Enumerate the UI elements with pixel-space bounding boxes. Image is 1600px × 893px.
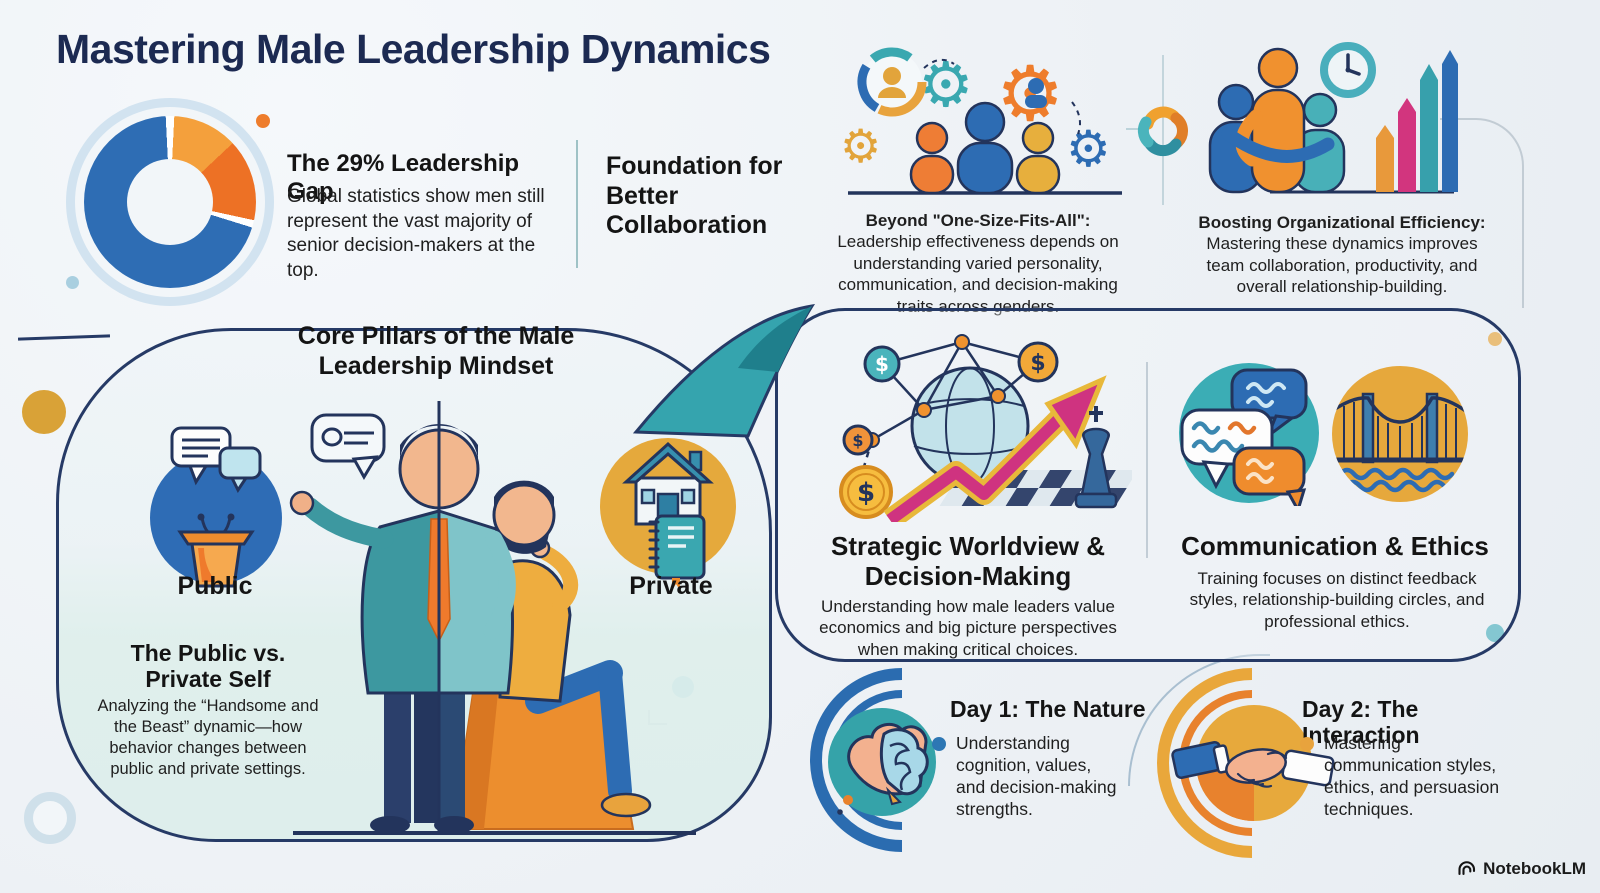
- day1-heading: Day 1: The Nature: [950, 696, 1146, 722]
- suit-man-figure: [289, 424, 516, 834]
- divider-panel: [1146, 362, 1148, 558]
- boosting-lead: Boosting Organizational Efficiency:: [1198, 213, 1486, 232]
- svg-text:$: $: [875, 352, 889, 376]
- day1-bullet-text: Understanding cognition, values, and dec…: [956, 733, 1117, 820]
- day1-illustration: [790, 662, 990, 862]
- podium-icon: [177, 513, 255, 588]
- public-label: Public: [177, 572, 253, 600]
- decor-line-left: [17, 334, 111, 341]
- divider-top-right: [1162, 55, 1164, 205]
- day2-bullet-text: Mastering communication styles, ethics, …: [1324, 733, 1500, 820]
- team-gears-illustration: ⚙ ⚙ ⚙ ⚙ ⚙: [840, 30, 1130, 200]
- bar-chart-icon: [1376, 50, 1458, 192]
- day1-bullet: Understanding cognition, values, and dec…: [932, 732, 1122, 820]
- decor-corner-line-right: [1440, 118, 1524, 308]
- team-gears-icon: ⚙ ⚙ ⚙ ⚙ ⚙: [840, 47, 1122, 195]
- person-ring-chart-icon: [857, 47, 927, 117]
- gear-icon-orange: ⚙: [996, 49, 1064, 138]
- decor-circle-yellow: [22, 390, 66, 434]
- gap-heading: The 29% Leadership Gap: [287, 150, 520, 205]
- chess-king-icon: [1074, 406, 1118, 509]
- decor-dot-orange: [256, 114, 270, 128]
- core-pillars-heading: Core Pillars of the Male Leadership Mind…: [297, 322, 575, 380]
- brain-icon: [837, 722, 929, 815]
- gear-icon-yellow: ⚙: [840, 119, 881, 173]
- day2-illustration: [1134, 662, 1344, 867]
- speech-bubble-icon: [310, 413, 386, 480]
- day2-bullet: Mastering communication styles, ethics, …: [1300, 732, 1505, 820]
- network-lines: [858, 340, 1039, 481]
- private-label: Private: [629, 572, 713, 600]
- boosting-text: Boosting Organizational Efficiency: Mast…: [1186, 212, 1498, 298]
- strategic-body: Understanding how male leaders value eco…: [819, 597, 1117, 659]
- donut-chart: [66, 98, 274, 306]
- notebook-icon: [648, 514, 706, 590]
- beyond-body: Leadership effectiveness depends on unde…: [837, 232, 1119, 316]
- embracing-people-icon: [1208, 47, 1346, 194]
- communication-heading: Communication & Ethics: [1181, 531, 1489, 561]
- strategy-illustration: $ $ $ $: [812, 322, 1138, 529]
- decor-tick: [1126, 128, 1146, 130]
- pvp-body: Analyzing the “Handsome and the Beast” d…: [97, 697, 319, 779]
- chat-bubbles-icon: [1179, 363, 1319, 514]
- svg-text:$: $: [857, 478, 875, 508]
- svg-text:$: $: [1030, 351, 1045, 376]
- beyond-text: Beyond "One-Size-Fits-All": Leadership e…: [822, 210, 1134, 317]
- chat-bubbles-illustration: [1176, 360, 1322, 514]
- notebooklm-brand: NotebookLM: [1457, 859, 1586, 879]
- strategic-heading: Strategic Worldview & Decision-Making: [830, 531, 1106, 591]
- handshake-icon: [1171, 740, 1335, 788]
- beyond-lead: Beyond "One-Size-Fits-All":: [865, 211, 1091, 230]
- pvp-heading: The Public vs. Private Self: [130, 640, 286, 693]
- day2-heading: Day 2: The Interaction: [1302, 696, 1420, 749]
- efficiency-illustration: [1198, 38, 1458, 198]
- private-home-icon: [596, 420, 740, 592]
- boosting-body: Mastering these dynamics improves team c…: [1206, 234, 1478, 297]
- communication-body: Training focuses on distinct feedback st…: [1189, 569, 1485, 631]
- clock-icon: [1320, 42, 1376, 98]
- bullet-dot-yellow: [1300, 737, 1314, 751]
- bubble-connector-wedge: [628, 300, 818, 442]
- notebooklm-logo-icon: [1458, 861, 1476, 876]
- brand-label: NotebookLM: [1483, 859, 1586, 878]
- bullet-dot-blue: [932, 737, 946, 751]
- split-figure-illustration: [288, 393, 700, 837]
- public-podium-icon: [146, 420, 286, 592]
- bridge-icon: [1332, 366, 1468, 502]
- people-silhouettes-icon: [909, 101, 1061, 195]
- gear-icon-blue: ⚙: [1066, 120, 1111, 178]
- gap-body: Global statistics show men still represe…: [287, 186, 545, 282]
- page-title: Mastering Male Leadership Dynamics: [56, 26, 771, 72]
- casual-man-figure: [492, 480, 652, 818]
- foundation-heading: Foundation for Better Collaboration: [606, 152, 783, 239]
- decor-ring-lightblue: [24, 792, 76, 844]
- decor-dot-lightblue: [66, 276, 79, 289]
- svg-text:$: $: [852, 431, 863, 450]
- coin-icons: $ $ $ $: [839, 341, 1059, 519]
- bridge-illustration: [1330, 364, 1470, 504]
- knot-icon: [1134, 100, 1192, 158]
- divider-foundation: [576, 140, 578, 268]
- speech-bubbles-icon: [170, 426, 262, 493]
